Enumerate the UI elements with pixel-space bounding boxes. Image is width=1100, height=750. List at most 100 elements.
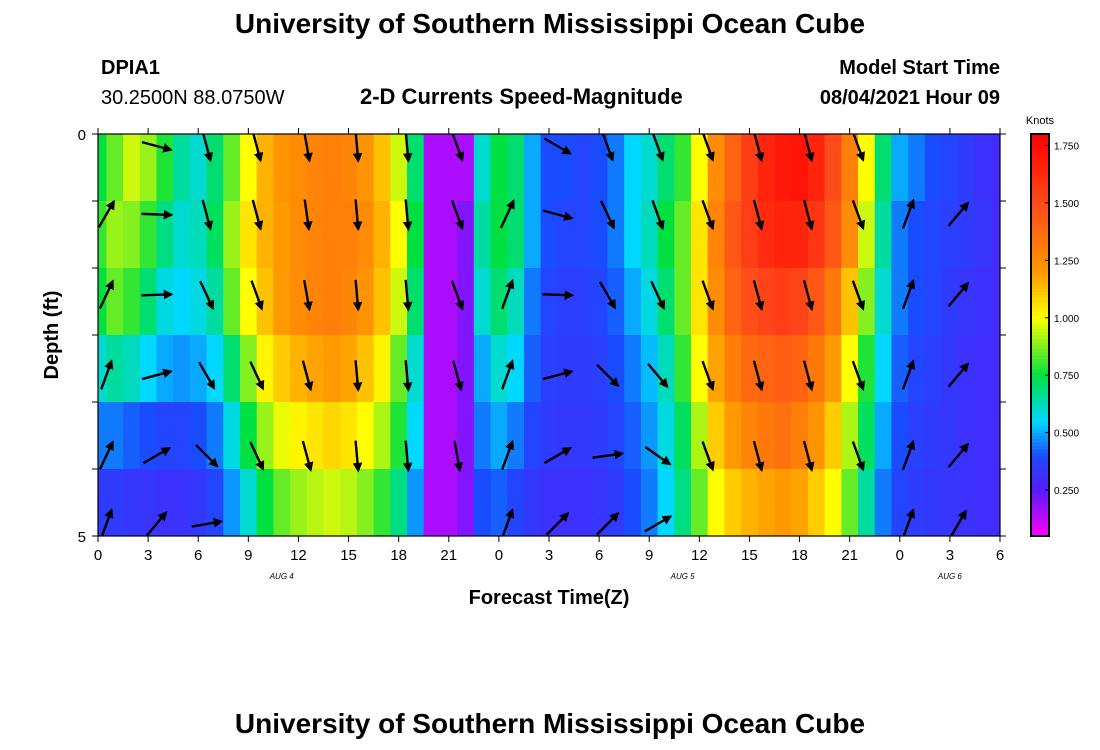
colorbar-band [1031, 532, 1049, 537]
current-arrow [701, 280, 715, 311]
heatmap-cell [373, 134, 391, 202]
colorbar-band [1031, 408, 1049, 413]
current-arrow [901, 439, 916, 471]
heatmap-cell [189, 201, 208, 269]
heatmap-cell [407, 335, 425, 403]
heatmap-cell [657, 469, 675, 536]
current-arrow [592, 449, 625, 460]
current-arrow [596, 512, 620, 536]
colorbar-band [1031, 355, 1049, 360]
heatmap-cell [206, 469, 224, 536]
current-arrow [753, 134, 765, 163]
heatmap-cell [156, 335, 174, 403]
colorbar-band [1031, 462, 1049, 467]
heatmap-cell [139, 134, 158, 202]
current-arrow [647, 362, 669, 389]
heatmap-cell [139, 335, 158, 403]
current-arrow [947, 442, 970, 468]
heatmap-cell [974, 268, 993, 336]
heatmap-cell [490, 335, 508, 403]
current-arrow [802, 280, 815, 312]
heatmap-cell [340, 335, 358, 403]
heatmap-cell [991, 268, 1000, 336]
heatmap-cell [473, 268, 492, 336]
colorbar-band [1031, 231, 1049, 236]
heatmap-cell [123, 134, 141, 202]
heatmap-cell [974, 469, 993, 536]
heatmap-cell [858, 268, 876, 336]
colorbar-band [1031, 458, 1049, 463]
heatmap-cell [223, 201, 241, 269]
current-arrow [352, 279, 363, 312]
colorbar-band [1031, 311, 1049, 316]
heatmap-cell [741, 402, 759, 470]
heatmap-cell [173, 134, 191, 202]
colorbar-band [1031, 398, 1049, 403]
colorbar-band [1031, 281, 1049, 286]
heatmap-cell [440, 469, 458, 536]
current-arrow [352, 440, 363, 473]
heatmap-cell [908, 469, 926, 536]
heatmap-cell [123, 335, 141, 403]
heatmap-cell [306, 402, 325, 470]
colorbar-band [1031, 137, 1049, 142]
heatmap-cell [657, 134, 675, 202]
x-tick-label: 21 [440, 547, 457, 564]
current-arrow [303, 199, 313, 232]
heatmap-cell [189, 402, 208, 470]
colorbar-band [1031, 251, 1049, 256]
heatmap-cell [139, 469, 158, 536]
heatmap-cell [774, 469, 792, 536]
heatmap-cell [390, 268, 408, 336]
heatmap-cell [858, 134, 876, 202]
heatmap-cell [440, 402, 458, 470]
heatmap-cell [891, 134, 909, 202]
heatmap-cell [657, 268, 675, 336]
heatmap-cell [189, 335, 208, 403]
heatmap-cell [390, 335, 408, 403]
heatmap-cell [373, 268, 391, 336]
heatmap-cell [690, 402, 709, 470]
heatmap-cell [173, 335, 191, 403]
heatmap-cell [523, 402, 542, 470]
colorbar-band [1031, 395, 1049, 400]
colorbar-band [1031, 227, 1049, 232]
heatmap-cell [490, 201, 508, 269]
heatmap-cell [724, 134, 742, 202]
heatmap-cell [891, 201, 909, 269]
heatmap-cell [540, 201, 558, 269]
heatmap-cell [423, 402, 442, 470]
heatmap-cell [223, 268, 241, 336]
heatmap-cell [958, 201, 976, 269]
x-tick-label: 15 [340, 547, 357, 564]
heatmap-cell [123, 402, 141, 470]
heatmap-cell [824, 402, 842, 470]
heatmap-cell [590, 201, 609, 269]
colorbar-band [1031, 147, 1049, 152]
heatmap-cell [674, 335, 692, 403]
heatmap-cell [423, 201, 442, 269]
current-arrow [251, 199, 264, 231]
colorbar-frame [1030, 133, 1050, 537]
heatmap-cell [791, 402, 809, 470]
heatmap-cell [640, 134, 659, 202]
colorbar-band [1031, 512, 1049, 517]
current-arrow [250, 280, 264, 311]
heatmap-cell [657, 402, 675, 470]
heatmap-cell [306, 268, 325, 336]
heatmap-cell [507, 201, 525, 269]
colorbar-band [1031, 495, 1049, 500]
heatmap-cell [607, 134, 625, 202]
heatmap-cell [106, 134, 124, 202]
heatmap-cell [941, 134, 959, 202]
current-arrow [701, 199, 715, 231]
heatmap-cell [340, 201, 358, 269]
colorbar-band [1031, 405, 1049, 410]
heatmap-cell [98, 469, 107, 536]
current-arrow [644, 446, 672, 466]
heatmap-cell [306, 469, 325, 536]
heatmap-cell [858, 201, 876, 269]
heatmap-cell [356, 201, 375, 269]
current-arrow [303, 279, 313, 312]
colorbar-band [1031, 345, 1049, 349]
